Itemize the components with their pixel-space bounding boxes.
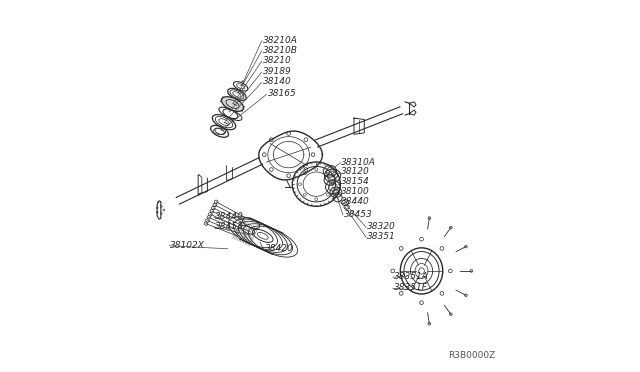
Text: 38210: 38210 — [263, 56, 292, 65]
Text: 38440: 38440 — [341, 198, 370, 206]
Text: 38310A: 38310A — [341, 157, 376, 167]
Text: 38453: 38453 — [215, 222, 244, 231]
Text: 38100: 38100 — [341, 187, 370, 196]
Text: 38351: 38351 — [367, 232, 396, 241]
Text: 38420: 38420 — [264, 244, 293, 253]
Text: R3B0000Z: R3B0000Z — [448, 350, 495, 359]
Text: 38320: 38320 — [367, 222, 396, 231]
Text: 38440: 38440 — [215, 212, 244, 221]
Text: 38453: 38453 — [344, 209, 372, 219]
Text: 38102X: 38102X — [170, 241, 205, 250]
Text: 38210B: 38210B — [263, 46, 298, 55]
Text: 38120: 38120 — [341, 167, 370, 176]
Text: 38351A: 38351A — [394, 272, 429, 281]
Text: 39189: 39189 — [263, 67, 292, 76]
Text: 38351F: 38351F — [394, 283, 428, 292]
Ellipse shape — [221, 97, 243, 111]
Text: 38140: 38140 — [263, 77, 292, 86]
Text: 38165: 38165 — [268, 89, 296, 98]
Text: 38154: 38154 — [341, 177, 370, 186]
Text: 38210A: 38210A — [263, 36, 298, 45]
